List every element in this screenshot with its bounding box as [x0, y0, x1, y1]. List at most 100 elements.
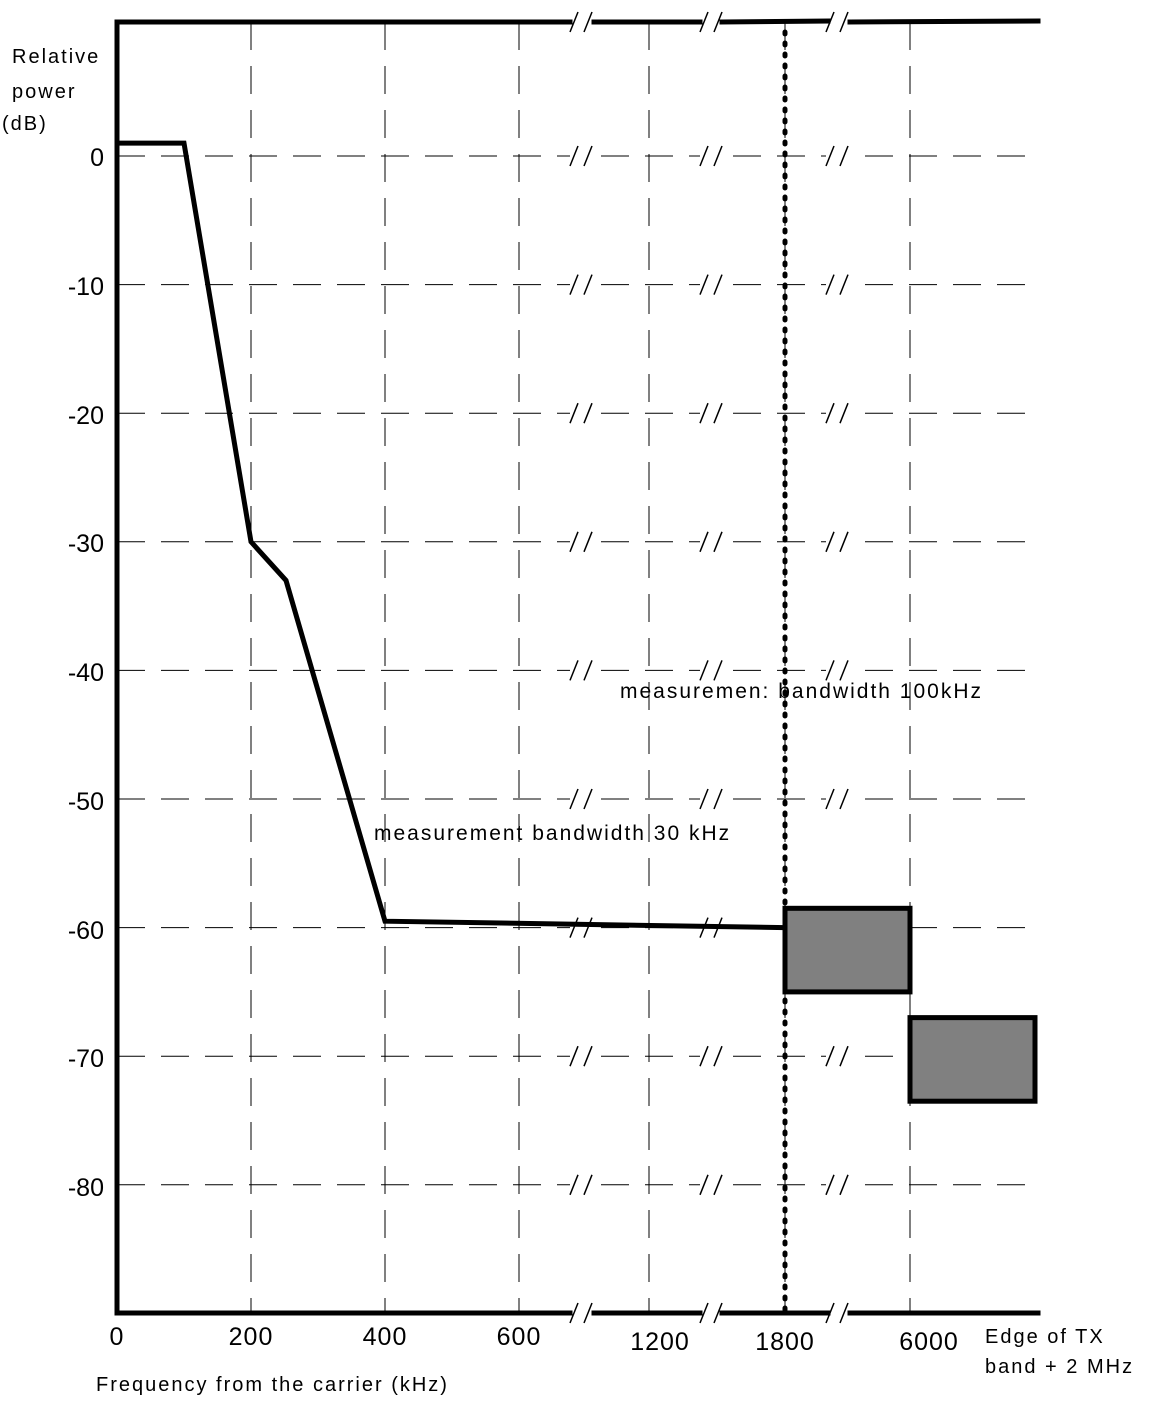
- axis-break-gap: [570, 1310, 594, 1316]
- axis-break-slash: [713, 1045, 723, 1067]
- axis-break-slash: [839, 1302, 849, 1324]
- axis-break-slash: [699, 531, 709, 553]
- axis-break-slash: [583, 788, 593, 810]
- top-frame-segment: [847, 18, 1041, 25]
- axis-break-slash: [699, 274, 709, 295]
- x-tick-label: 1800: [755, 1328, 815, 1356]
- top-frame-segment: [719, 18, 831, 25]
- axis-break-slash: [583, 145, 593, 167]
- axis-break-gap: [826, 538, 850, 545]
- axis-break-gap: [570, 1181, 594, 1188]
- y-tick-label: -70: [68, 1045, 104, 1073]
- axis-break-slash: [569, 274, 579, 295]
- axis-break-gap: [570, 538, 594, 545]
- axis-break-slash: [839, 788, 849, 810]
- axis-break-gap: [570, 19, 594, 25]
- axis-break-slash: [583, 274, 593, 295]
- x-edge-label: Edge of TX band + 2 MHz: [985, 1326, 1134, 1378]
- axis-break-slash: [713, 274, 723, 295]
- axis-break-gap: [700, 19, 724, 25]
- axis-break-gap: [700, 1181, 724, 1188]
- axis-break-slash: [699, 1045, 709, 1067]
- y-axis-label: Relative power (dB): [2, 46, 98, 135]
- x-tick-label: 1200: [630, 1328, 690, 1356]
- limit-box: [907, 1015, 1038, 1104]
- axis-break-gap: [570, 281, 594, 288]
- y-tick-label: -50: [68, 788, 104, 816]
- axis-break-gap: [826, 19, 850, 25]
- spectrum-mask-series: [117, 29, 788, 1316]
- axis-break-slash: [699, 1174, 709, 1196]
- y-tick-label: -20: [68, 402, 104, 430]
- axis-break-slash: [839, 1174, 849, 1196]
- axis-break-gap: [826, 410, 850, 417]
- axis-break-gap: [700, 796, 724, 802]
- axis-break-slash: [569, 402, 579, 424]
- y-axis-label-line-3: (dB): [2, 113, 48, 135]
- axis-break-gap: [570, 796, 594, 802]
- axis-break-slash: [699, 11, 709, 33]
- axis-break-gap: [700, 281, 724, 288]
- x-axis-label: Frequency from the carrier (kHz): [96, 1374, 449, 1396]
- axis-break-slash: [839, 1045, 849, 1067]
- axis-break-slash: [583, 1302, 593, 1324]
- axis-break-slash: [699, 1302, 709, 1324]
- axis-break-slash: [839, 145, 849, 167]
- axis-break-slash: [839, 274, 849, 295]
- axis-break-slash: [583, 402, 593, 424]
- x-tick-label: 200: [229, 1323, 274, 1351]
- axis-break-slash: [569, 917, 579, 938]
- limit-box: [782, 905, 913, 995]
- axis-break-slash: [569, 1302, 579, 1324]
- axis-break-gap: [826, 1310, 850, 1316]
- axis-break-slash: [713, 660, 723, 681]
- y-tick-label: -40: [68, 659, 104, 687]
- axis-break-slash: [825, 531, 835, 553]
- axis-break-gap: [826, 667, 850, 674]
- axis-break-slash: [839, 660, 849, 681]
- axis-break-gap: [700, 410, 724, 417]
- axis-break-slash: [583, 660, 593, 681]
- axis-break-slash: [825, 1045, 835, 1067]
- axis-break-slash: [569, 660, 579, 681]
- axis-break-gap: [700, 538, 724, 545]
- axis-break-slash: [699, 402, 709, 424]
- axis-break-slash: [839, 531, 849, 553]
- axis-break-slash: [569, 788, 579, 810]
- axis-break-slash: [569, 531, 579, 553]
- plot-frame: [114, 18, 1041, 1316]
- axis-break-gap: [570, 924, 594, 931]
- axis-break-slash: [825, 402, 835, 424]
- y-tick-labels: 0 -10 -20 -30 -40 -50 -60 -70 -80: [68, 144, 104, 1202]
- axis-break-slash: [713, 1174, 723, 1196]
- x-edge-label-line-2: band + 2 MHz: [985, 1356, 1134, 1378]
- axis-break-slash: [825, 788, 835, 810]
- axis-break-gap: [826, 1053, 850, 1060]
- emission-limit-boxes: [782, 905, 1038, 1104]
- axis-break-gap: [826, 281, 850, 288]
- axis-break-slash: [569, 1045, 579, 1067]
- axis-break-slash: [713, 531, 723, 553]
- axis-break-slash: [713, 11, 723, 33]
- axis-break-gap: [570, 667, 594, 674]
- annotation-30khz: measurement bandwidth 30 kHz: [374, 822, 731, 845]
- x-edge-label-line-1: Edge of TX: [985, 1326, 1105, 1348]
- axis-break-slash: [569, 1174, 579, 1196]
- axis-break-gap: [700, 153, 724, 159]
- axis-break-gap: [826, 153, 850, 159]
- y-tick-label: -10: [68, 273, 104, 301]
- axis-break-gap: [700, 1310, 724, 1316]
- x-tick-labels: 0 200 400 600 1200 1800 6000: [110, 1323, 958, 1356]
- y-tick-label: 0: [90, 144, 104, 172]
- axis-break-slash: [699, 788, 709, 810]
- axis-break-slash: [583, 917, 593, 938]
- axis-break-slash: [825, 660, 835, 681]
- axis-break-slash: [569, 11, 579, 33]
- y-tick-label: -30: [68, 530, 104, 558]
- axis-break-slash: [583, 1045, 593, 1067]
- axis-break-slash: [713, 1302, 723, 1324]
- axis-break-slash: [839, 11, 849, 33]
- axis-break-slash: [569, 145, 579, 167]
- y-axis-label-line-2: power: [12, 81, 76, 103]
